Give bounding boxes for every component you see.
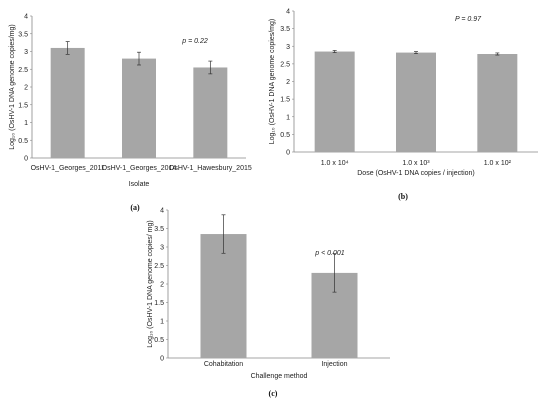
x-tick-label: 1.0 x 10²: [484, 160, 512, 167]
y-tick-label: 1: [24, 120, 28, 127]
y-tick-label: 4: [160, 208, 164, 215]
y-tick-label: 2.5: [280, 61, 290, 68]
bar: [50, 47, 85, 159]
y-tick-label: 3: [286, 44, 290, 51]
y-axis-label: Log₁₀ (OsHV-1 DNA genome copies/mg): [9, 24, 16, 150]
y-tick-label: 0: [160, 356, 164, 363]
y-tick-label: 1: [286, 114, 290, 121]
x-tick-label: OsHV-1_Hawesbury_2015: [169, 165, 252, 172]
y-tick-label: 3.5: [154, 226, 164, 233]
y-tick-label: 2: [160, 282, 164, 289]
y-tick-label: 3.5: [280, 26, 290, 33]
y-tick-label: 0.5: [280, 132, 290, 139]
bar: [200, 234, 247, 358]
y-tick-label: 1.5: [18, 102, 28, 109]
panel-label: (b): [398, 192, 408, 201]
y-tick-label: 4: [24, 14, 28, 21]
y-tick-label: 1.5: [154, 300, 164, 307]
x-tick-label: Cohabitation: [204, 361, 243, 368]
y-tick-label: 4: [286, 9, 290, 16]
x-tick-label: OsHV-1_Georges_2014: [102, 165, 177, 172]
y-tick-label: 1.5: [280, 97, 290, 104]
y-tick-label: 2.5: [154, 263, 164, 270]
y-tick-label: 0.5: [154, 337, 164, 344]
y-tick-label: 0: [286, 150, 290, 157]
x-tick-label: 1.0 x 10⁴: [321, 160, 349, 167]
x-tick-label: Injection: [321, 361, 347, 368]
y-tick-label: 2.5: [18, 67, 28, 74]
y-tick-label: 3: [24, 49, 28, 56]
x-tick-label: 1.0 x 10³: [402, 160, 430, 167]
bar: [314, 51, 355, 152]
x-tick-label: OsHV-1_Georges_2011: [31, 165, 105, 172]
y-tick-label: 1: [160, 319, 164, 326]
y-tick-label: 2: [286, 79, 290, 86]
bar: [477, 54, 518, 152]
bar: [122, 58, 156, 158]
y-axis-label: Log₁₀ (OsHV-1 DNA genome copies/ mg): [147, 220, 154, 347]
y-tick-label: 0: [24, 156, 28, 163]
x-axis-label: Dose (OsHV-1 DNA copies / injection): [357, 170, 475, 177]
panel-label: (a): [130, 203, 140, 212]
x-axis-label: Isolate: [129, 181, 150, 188]
y-tick-label: 3: [160, 245, 164, 252]
y-axis-label: Log₁₀ (OsHV-1 DNA genome copies/mg): [269, 19, 276, 145]
p-value-annotation: p = 0.22: [181, 38, 208, 45]
y-tick-label: 0.5: [18, 138, 28, 145]
y-tick-label: 2: [24, 85, 28, 92]
panel-label: (c): [269, 389, 278, 398]
p-value-annotation: P = 0.97: [455, 16, 482, 23]
p-value-annotation: p < 0.001: [314, 250, 344, 257]
y-tick-label: 3.5: [18, 31, 28, 38]
x-axis-label: Challenge method: [251, 373, 308, 380]
bar: [396, 52, 436, 152]
bar: [193, 67, 228, 158]
